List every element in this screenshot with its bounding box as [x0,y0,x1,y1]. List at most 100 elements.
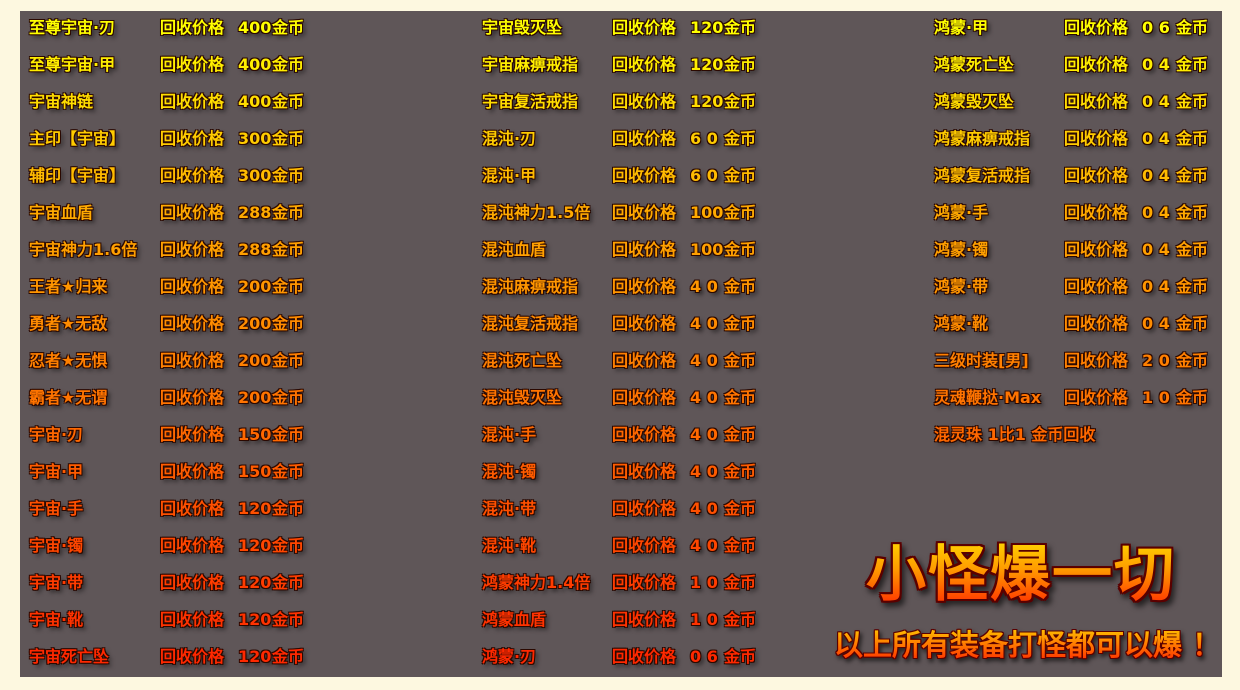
price-label: 回收价格 [1064,55,1129,74]
price-row: 主印【宇宙】 回收价格 300 金币 [0,128,1240,150]
price-value: 120 [238,499,272,518]
price-value: 200 [238,351,272,370]
price-value: 0 4 [1142,55,1170,74]
price-label: 回收价格 [160,18,225,37]
item-name: 宇宙神力1.6倍 [29,240,138,259]
price-label: 回收价格 [160,351,225,370]
price-value: 0 4 [1142,277,1170,296]
item-name: 鸿蒙麻痹戒指 [934,129,1031,148]
currency-label: 金币 [1176,388,1209,407]
price-row: 鸿蒙神力1.4倍 回收价格 1 0 金币 [0,572,1240,594]
price-label: 回收价格 [160,203,225,222]
price-row: 鸿蒙复活戒指 回收价格 0 4 金币 [0,165,1240,187]
price-value: 6 0 [690,129,718,148]
banner-title: 小怪爆一切 [866,526,1176,613]
price-row: 宇宙·刃 回收价格 150 金币 [0,424,1240,446]
currency-label: 金币 [272,388,305,407]
price-row: 至尊宇宙·甲 回收价格 400 金币 [0,54,1240,76]
price-label: 回收价格 [160,166,225,185]
price-row: 混沌神力1.5倍 回收价格 100 金币 [0,202,1240,224]
currency-label: 金币 [724,351,757,370]
item-name: 三级时装[男] [934,351,1029,370]
currency-label: 金币 [724,499,757,518]
currency-label: 金币 [272,166,305,185]
price-label: 回收价格 [160,647,225,666]
price-label: 回收价格 [1064,388,1129,407]
price-row: 混沌复活戒指 回收价格 4 0 金币 [0,313,1240,335]
price-row: 鸿蒙麻痹戒指 回收价格 0 4 金币 [0,128,1240,150]
currency-label: 金币 [272,462,305,481]
currency-label: 金币 [272,92,305,111]
price-row: 鸿蒙毁灭坠 回收价格 0 4 金币 [0,91,1240,113]
price-row: 宇宙·靴 回收价格 120 金币 [0,609,1240,631]
item-name: 至尊宇宙·刃 [29,18,116,37]
price-value: 288 [238,240,272,259]
price-label: 回收价格 [612,166,677,185]
item-name: 王者★归来 [29,277,108,296]
price-value: 120 [690,18,724,37]
currency-label: 金币 [724,647,757,666]
price-label: 回收价格 [612,610,677,629]
item-name: 鸿蒙·手 [934,203,989,222]
currency-label: 金币 [724,92,757,111]
price-row: 鸿蒙·甲 回收价格 0 6 金币 [0,17,1240,39]
price-value: 200 [238,277,272,296]
price-label: 回收价格 [160,610,225,629]
price-value: 120 [690,55,724,74]
price-row: 鸿蒙·镯 回收价格 0 4 金币 [0,239,1240,261]
item-name: 忍者★无惧 [29,351,108,370]
price-value: 0 4 [1142,314,1170,333]
price-row: 混沌血盾 回收价格 100 金币 [0,239,1240,261]
item-name: 宇宙·靴 [29,610,84,629]
price-value: 288 [238,203,272,222]
price-value: 4 0 [690,425,718,444]
price-value: 4 0 [690,314,718,333]
currency-label: 金币 [272,203,305,222]
item-name: 鸿蒙毁灭坠 [934,92,1015,111]
price-value: 0 6 [690,647,718,666]
currency-label: 金币 [272,55,305,74]
price-label: 回收价格 [160,388,225,407]
price-label: 回收价格 [1064,92,1129,111]
price-row: 宇宙·带 回收价格 120 金币 [0,572,1240,594]
price-label: 回收价格 [1064,203,1129,222]
price-value: 0 4 [1142,240,1170,259]
currency-label: 金币 [272,351,305,370]
item-name: 混沌·甲 [482,166,537,185]
price-row: 勇者★无敌 回收价格 200 金币 [0,313,1240,335]
price-label: 回收价格 [612,203,677,222]
currency-label: 金币 [724,573,757,592]
price-row: 灵魂鞭挞·Max 回收价格 1 0 金币 [0,387,1240,409]
price-row: 宇宙·手 回收价格 120 金币 [0,498,1240,520]
price-row: 辅印【宇宙】 回收价格 300 金币 [0,165,1240,187]
price-row: 混沌·镯 回收价格 4 0 金币 [0,461,1240,483]
price-value: 200 [238,388,272,407]
currency-label: 金币 [724,203,757,222]
price-row: 宇宙·镯 回收价格 120 金币 [0,535,1240,557]
price-label: 回收价格 [612,647,677,666]
price-label: 回收价格 [612,18,677,37]
price-label: 回收价格 [612,92,677,111]
price-value: 120 [238,573,272,592]
price-value: 4 0 [690,499,718,518]
price-label: 回收价格 [612,314,677,333]
price-value: 1 0 [1142,388,1170,407]
price-label: 回收价格 [612,425,677,444]
price-row: 混沌·刃 回收价格 6 0 金币 [0,128,1240,150]
currency-label: 金币 [724,166,757,185]
price-value: 400 [238,18,272,37]
item-name: 宇宙·刃 [29,425,84,444]
item-name: 宇宙·甲 [29,462,84,481]
item-name: 宇宙·带 [29,573,84,592]
price-row: 王者★归来 回收价格 200 金币 [0,276,1240,298]
price-row: 混沌毁灭坠 回收价格 4 0 金币 [0,387,1240,409]
currency-label: 金币 [272,647,305,666]
price-row: 鸿蒙死亡坠 回收价格 0 4 金币 [0,54,1240,76]
item-name: 鸿蒙·靴 [934,314,989,333]
price-label: 回收价格 [612,55,677,74]
currency-label: 金币 [724,240,757,259]
currency-label: 金币 [724,425,757,444]
item-name: 混沌麻痹戒指 [482,277,579,296]
price-row: 宇宙毁灭坠 回收价格 120 金币 [0,17,1240,39]
item-name: 宇宙·镯 [29,536,84,555]
